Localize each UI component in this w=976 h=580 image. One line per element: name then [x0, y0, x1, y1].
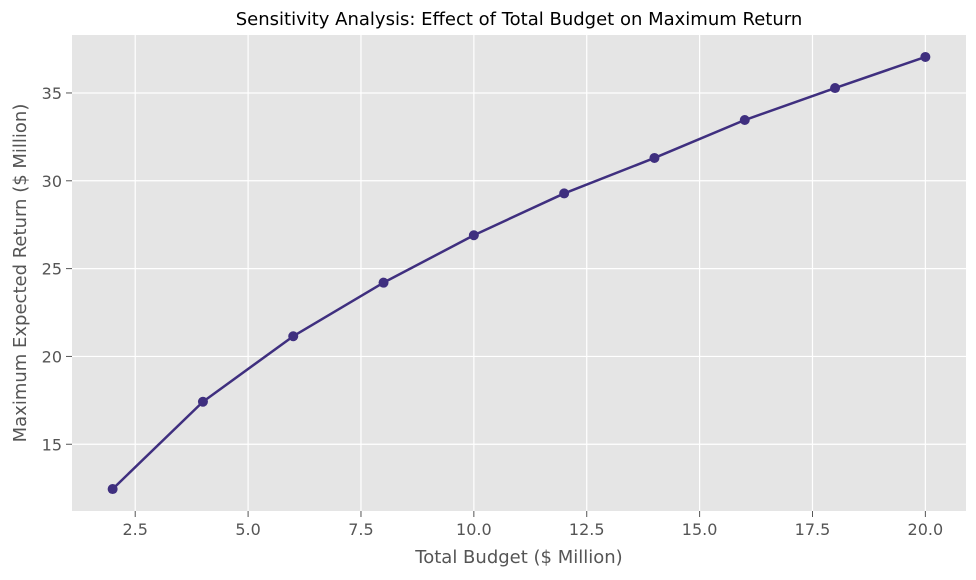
data-point [920, 51, 931, 62]
series-line [111, 55, 926, 490]
y-axis-label: Maximum Expected Return ($ Million) [10, 104, 31, 443]
data-point [197, 396, 208, 407]
data-point [107, 484, 118, 495]
x-tick-label: 12.5 [569, 520, 605, 539]
data-point [559, 188, 570, 199]
x-tick-label: 10.0 [456, 520, 492, 539]
data-point [739, 115, 750, 126]
chart-title: Sensitivity Analysis: Effect of Total Bu… [236, 9, 802, 30]
plot-area [72, 35, 966, 511]
data-series [107, 51, 931, 495]
y-tick-label: 30 [42, 172, 62, 191]
y-tick-label: 25 [42, 260, 62, 279]
y-axis-ticks: 15 20 25 30 35 [42, 84, 72, 454]
grid-lines [72, 35, 966, 511]
y-tick-label: 15 [42, 435, 62, 454]
data-point [649, 152, 660, 163]
x-tick-label: 7.5 [348, 520, 373, 539]
x-tick-label: 17.5 [795, 520, 831, 539]
y-tick-label: 20 [42, 347, 62, 366]
x-tick-label: 2.5 [122, 520, 147, 539]
data-point [830, 83, 841, 94]
x-axis-ticks: 2.5 5.0 7.5 10.0 12.5 15.0 17.5 20.0 [122, 511, 943, 539]
y-tick-label: 35 [42, 84, 62, 103]
x-axis-label: Total Budget ($ Million) [414, 547, 622, 568]
data-point [288, 331, 299, 342]
x-tick-label: 15.0 [682, 520, 718, 539]
data-point [378, 277, 389, 288]
x-tick-label: 20.0 [908, 520, 944, 539]
x-tick-label: 5.0 [235, 520, 260, 539]
data-point [468, 230, 479, 241]
